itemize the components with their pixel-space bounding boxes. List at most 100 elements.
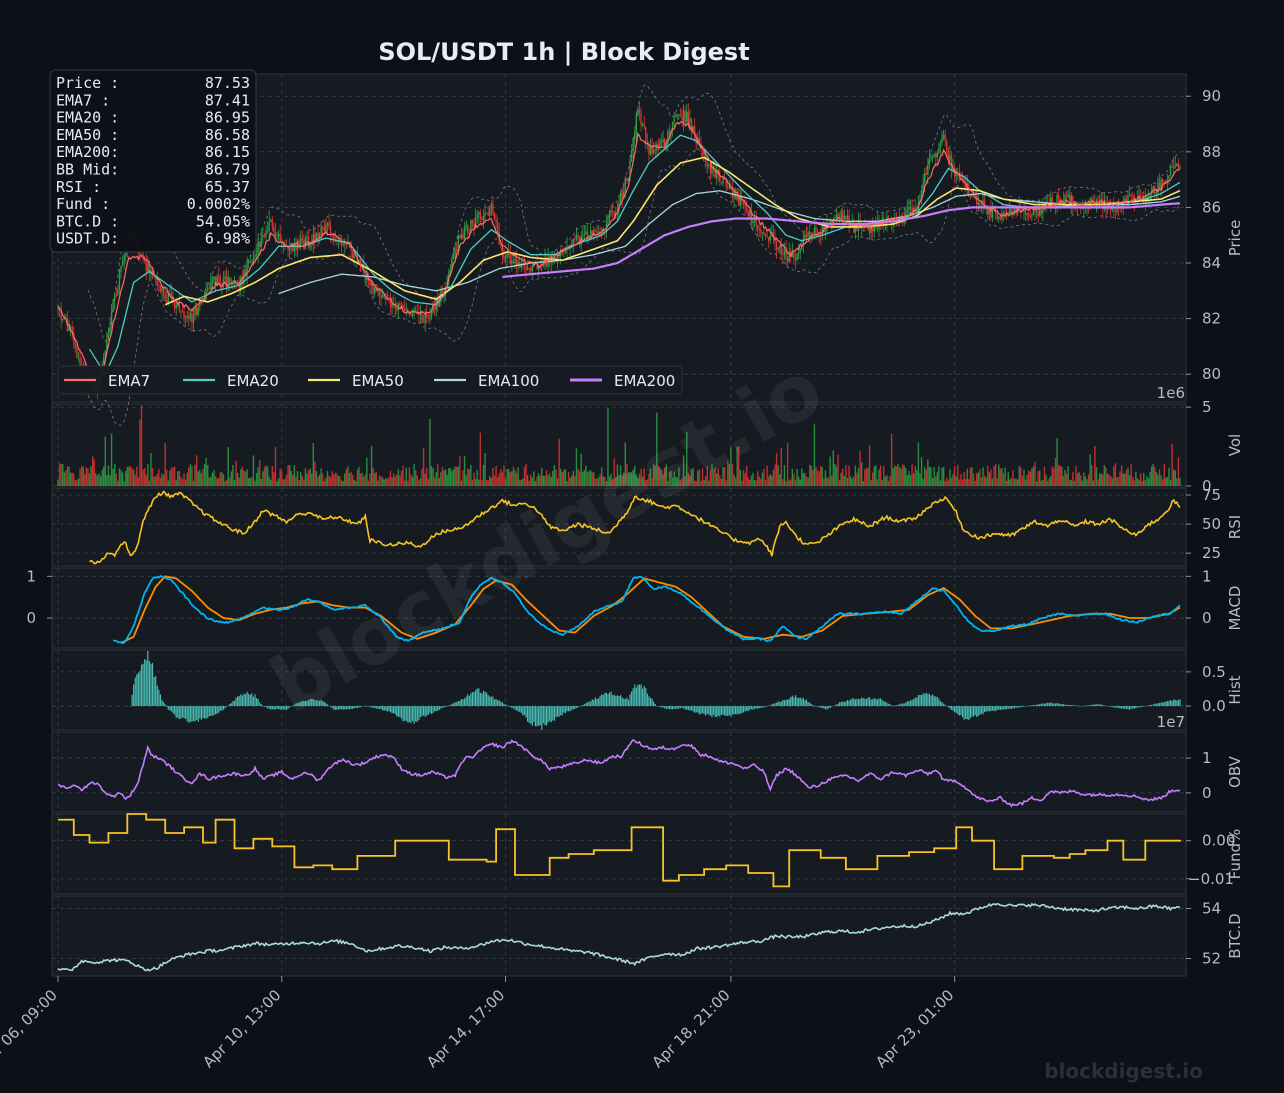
candle-body bbox=[812, 233, 814, 236]
hist-bar bbox=[1035, 704, 1038, 707]
info-label: RSI : bbox=[56, 178, 101, 196]
candle-body bbox=[834, 218, 836, 220]
hist-bar bbox=[331, 706, 333, 709]
hist-bar bbox=[164, 704, 166, 707]
volume-bar bbox=[489, 475, 491, 486]
hist-bar bbox=[421, 706, 423, 717]
candle-body bbox=[123, 255, 125, 261]
volume-bar bbox=[192, 480, 195, 486]
candle-body bbox=[687, 111, 690, 123]
hist-bar bbox=[1173, 699, 1175, 707]
hist-bar bbox=[465, 696, 467, 707]
candle-body bbox=[924, 173, 926, 183]
candle-body bbox=[961, 175, 964, 180]
candle-body bbox=[996, 213, 998, 219]
hist-bar bbox=[785, 699, 787, 707]
hist-bar bbox=[735, 706, 737, 715]
candle-body bbox=[1157, 181, 1159, 192]
volume-bar bbox=[462, 470, 464, 486]
volume-bar bbox=[709, 470, 712, 486]
volume-bar bbox=[616, 464, 619, 486]
hist-bar bbox=[397, 706, 399, 717]
candle-body bbox=[656, 144, 658, 151]
candle-body bbox=[675, 115, 677, 118]
volume-bar bbox=[582, 472, 584, 486]
hist-bar bbox=[541, 706, 543, 730]
candle-body bbox=[244, 269, 247, 277]
info-label: Fund : bbox=[56, 195, 110, 213]
hist-bar bbox=[873, 698, 875, 707]
candle-body bbox=[151, 269, 154, 277]
candle-body bbox=[632, 138, 634, 151]
hist-bar bbox=[352, 706, 354, 709]
hist-bar bbox=[579, 706, 581, 707]
volume-bar bbox=[1015, 478, 1017, 486]
ema200-line bbox=[502, 202, 1181, 278]
hist-bar bbox=[1162, 702, 1164, 707]
info-value: 0.0002% bbox=[187, 195, 250, 213]
candle-body bbox=[744, 203, 746, 207]
candle-body bbox=[1120, 208, 1123, 210]
hist-bar bbox=[1158, 702, 1161, 707]
volume-bar bbox=[920, 456, 923, 486]
hist-bar bbox=[1124, 706, 1126, 710]
volume-bar bbox=[723, 466, 726, 486]
volume-bar bbox=[996, 478, 998, 486]
volume-bar bbox=[375, 471, 378, 486]
volume-bar bbox=[1149, 471, 1151, 486]
volume-bar bbox=[756, 471, 759, 486]
volume-bar bbox=[624, 442, 627, 486]
volume-bar bbox=[1064, 469, 1066, 486]
volume-bar bbox=[872, 472, 874, 486]
hist-bar bbox=[435, 706, 437, 712]
hist-bar bbox=[676, 706, 678, 709]
volume-bar bbox=[905, 468, 907, 486]
hist-bar bbox=[298, 702, 300, 707]
info-value: 86.95 bbox=[205, 109, 250, 127]
volume-bar bbox=[927, 459, 929, 486]
volume-bar bbox=[879, 465, 882, 486]
hist-bar bbox=[378, 706, 381, 710]
hist-bar bbox=[497, 700, 499, 707]
hist-bar bbox=[320, 699, 322, 707]
hist-bar bbox=[957, 706, 959, 715]
candle-body bbox=[624, 178, 627, 192]
candle-body bbox=[689, 118, 691, 123]
candle-body bbox=[750, 211, 753, 223]
volume-bar bbox=[126, 466, 129, 486]
candle-body bbox=[424, 314, 426, 323]
candle-body bbox=[183, 311, 185, 318]
volume-bar bbox=[323, 480, 326, 486]
hist-bar bbox=[1121, 706, 1123, 709]
volume-bar bbox=[191, 465, 193, 486]
hist-bar bbox=[760, 706, 762, 709]
hist-bar bbox=[547, 706, 549, 723]
hist-bar bbox=[348, 706, 351, 710]
candle-body bbox=[662, 139, 664, 143]
candle-body bbox=[397, 302, 400, 311]
hist-bar bbox=[656, 706, 658, 707]
volume-bar bbox=[66, 466, 69, 486]
hist-bar bbox=[328, 705, 330, 707]
volume-bar bbox=[769, 474, 771, 486]
volume-bar bbox=[386, 478, 389, 486]
hist-bar bbox=[363, 706, 365, 707]
hist-bar bbox=[927, 693, 929, 707]
candle-body bbox=[1169, 167, 1172, 176]
hist-bar bbox=[594, 697, 596, 707]
hist-bar bbox=[706, 706, 708, 714]
volume-bar bbox=[682, 455, 685, 486]
hist-bar bbox=[400, 706, 403, 719]
volume-bar bbox=[864, 469, 866, 486]
candle-body bbox=[1139, 195, 1142, 198]
hist-bar bbox=[181, 706, 184, 718]
hist-bar bbox=[415, 706, 417, 722]
hist-bar bbox=[1119, 706, 1121, 709]
volume-bar bbox=[641, 476, 644, 486]
candle-body bbox=[760, 229, 762, 233]
candle-body bbox=[756, 225, 759, 230]
candle-body bbox=[569, 248, 571, 250]
volume-bar bbox=[982, 467, 984, 486]
hist-bar bbox=[920, 694, 923, 707]
hist-bar bbox=[257, 698, 259, 707]
